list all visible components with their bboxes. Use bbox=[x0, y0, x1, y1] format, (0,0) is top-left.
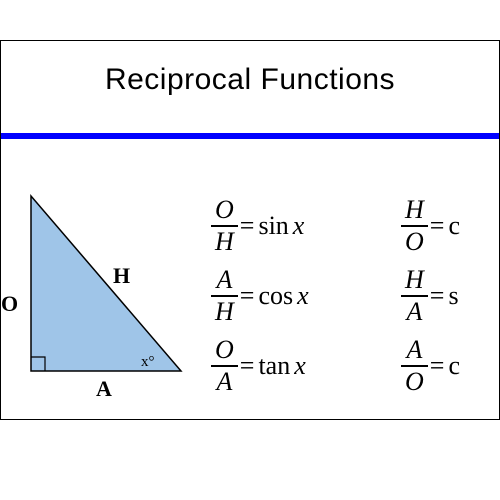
label-opposite: O bbox=[1, 291, 18, 317]
fraction: A H bbox=[211, 267, 238, 324]
horizontal-rule bbox=[1, 133, 499, 139]
fraction-denominator: O bbox=[401, 229, 428, 255]
function-name: cosx bbox=[258, 281, 308, 311]
angle-label: x° bbox=[141, 354, 155, 370]
fraction-denominator: O bbox=[401, 369, 428, 395]
function-name: sinx bbox=[258, 211, 304, 241]
fraction: O H bbox=[211, 197, 238, 254]
function-name: tanx bbox=[258, 351, 305, 381]
fraction-numerator: H bbox=[401, 267, 428, 293]
fraction-denominator: A bbox=[402, 299, 426, 325]
formula-row: A O = c bbox=[401, 331, 464, 401]
fraction-numerator: A bbox=[402, 337, 426, 363]
fraction-numerator: H bbox=[401, 197, 428, 223]
function-name: c bbox=[448, 211, 464, 241]
formula-row: A H = cosx bbox=[211, 261, 309, 331]
equals-sign: = bbox=[430, 211, 445, 241]
formula-column-1: O H = sinx A H = cosx O bbox=[211, 191, 309, 401]
triangle-diagram: x° O A H bbox=[11, 191, 191, 401]
label-adjacent: A bbox=[96, 376, 112, 402]
equals-sign: = bbox=[240, 211, 255, 241]
fraction: A O bbox=[401, 337, 428, 394]
function-name: s bbox=[448, 281, 462, 311]
formula-row: H O = c bbox=[401, 191, 464, 261]
page-title: Reciprocal Functions bbox=[1, 63, 499, 97]
equals-sign: = bbox=[430, 351, 445, 381]
fraction: O A bbox=[211, 337, 238, 394]
fraction-denominator: H bbox=[211, 229, 238, 255]
formula-row: H A = s bbox=[401, 261, 464, 331]
formula-row: O A = tanx bbox=[211, 331, 309, 401]
triangle-shape bbox=[31, 196, 181, 371]
formula-column-2: H O = c H A = s A O bbox=[401, 191, 464, 401]
equals-sign: = bbox=[240, 281, 255, 311]
fraction-numerator: A bbox=[212, 267, 236, 293]
fraction: H A bbox=[401, 267, 428, 324]
fraction-numerator: O bbox=[211, 337, 238, 363]
triangle-svg: x° bbox=[11, 191, 191, 401]
fraction: H O bbox=[401, 197, 428, 254]
equals-sign: = bbox=[430, 281, 445, 311]
formula-row: O H = sinx bbox=[211, 191, 309, 261]
slide-frame: Reciprocal Functions x° O A H O H = sinx bbox=[0, 40, 500, 420]
label-hypotenuse: H bbox=[113, 263, 130, 289]
fraction-numerator: O bbox=[211, 197, 238, 223]
equals-sign: = bbox=[240, 351, 255, 381]
fraction-denominator: A bbox=[212, 369, 236, 395]
fraction-denominator: H bbox=[211, 299, 238, 325]
function-name: c bbox=[448, 351, 464, 381]
